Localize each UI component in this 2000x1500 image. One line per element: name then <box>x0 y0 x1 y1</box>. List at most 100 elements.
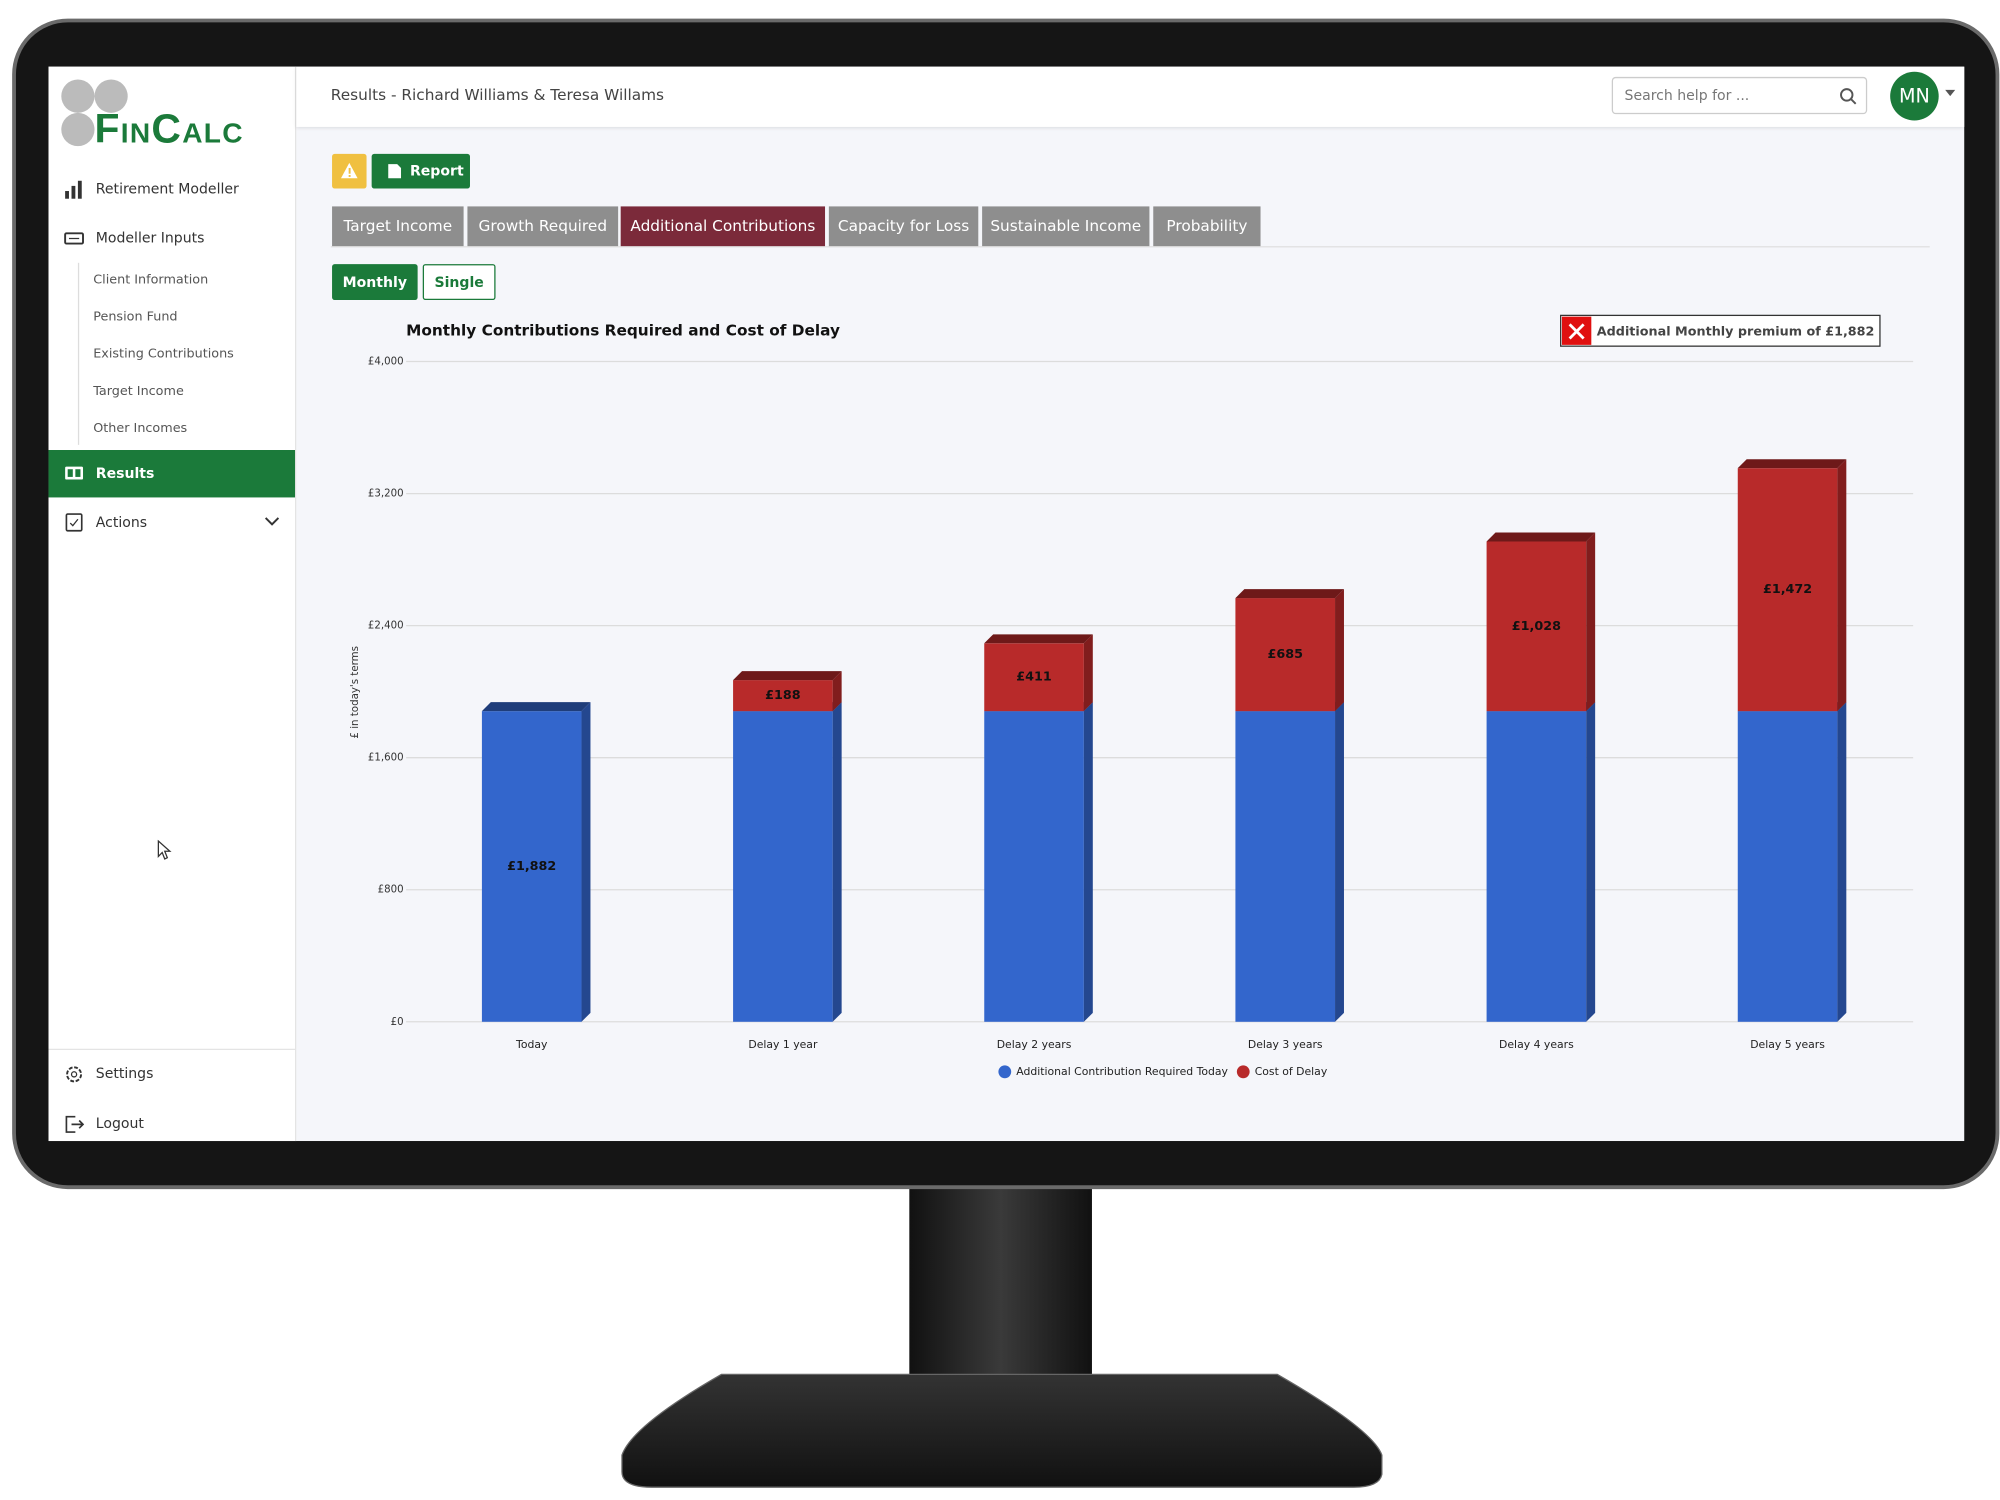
bar-segment <box>733 702 842 1022</box>
report-button[interactable] <box>371 153 470 189</box>
bar-side <box>1586 532 1596 712</box>
keyboard-icon <box>64 232 84 245</box>
badge-text: Additional Monthly premium of £1,882 <box>1597 325 1875 340</box>
chevron[interactable] <box>264 517 280 527</box>
bar-segment <box>1737 702 1847 1022</box>
x-tick-label: Delay 5 years <box>1750 1038 1825 1051</box>
bar-front <box>984 711 1084 1022</box>
submenu-item[interactable]: Pension Fund <box>93 310 178 325</box>
bar-side <box>1083 634 1093 712</box>
logout-icon <box>65 1115 85 1133</box>
x-tick-label: Delay 2 years <box>997 1038 1072 1051</box>
avatar[interactable]: MN <box>1890 71 1939 121</box>
tab[interactable]: Sustainable Income <box>982 206 1150 247</box>
bar-side <box>1586 702 1596 1022</box>
bar-top <box>1235 589 1344 599</box>
x-tick-label: Delay 3 years <box>1248 1038 1323 1051</box>
value-label: £411 <box>1016 670 1052 685</box>
value-label: £1,472 <box>1763 582 1812 597</box>
warning-icon <box>340 162 358 179</box>
bar-segment <box>984 702 1093 1022</box>
y-tick-label: £2,400 <box>368 621 404 632</box>
menu-item[interactable]: Actions <box>95 514 148 531</box>
bar-segment <box>481 702 591 1022</box>
tab-rule <box>330 246 1930 248</box>
bar-side <box>1083 702 1093 1022</box>
submenu-item[interactable]: Other Incomes <box>93 421 188 436</box>
bar-front <box>1486 541 1587 712</box>
report-label: Report <box>409 162 464 180</box>
bar-side <box>1335 702 1344 1022</box>
bar-segment <box>1486 532 1596 712</box>
x-tick-label: Today <box>515 1038 548 1051</box>
bar-segment <box>733 671 842 712</box>
bar-top <box>481 702 591 712</box>
bar-side <box>832 702 842 1022</box>
submenu-item[interactable]: Target Income <box>93 384 184 399</box>
bar-side <box>581 702 591 1022</box>
report-icon <box>388 164 402 179</box>
bar-segment <box>1486 702 1596 1022</box>
bar-top <box>1486 532 1596 542</box>
bar-segment <box>1235 589 1344 712</box>
tab[interactable]: Capacity for Loss <box>828 206 979 247</box>
page-title: Results - Richard Williams & Teresa Will… <box>330 85 665 104</box>
value-label: £1,028 <box>1512 619 1561 634</box>
search-box[interactable] <box>1611 76 1868 115</box>
bar-front <box>733 680 833 712</box>
bar-side <box>832 671 842 712</box>
bar-top <box>733 671 842 681</box>
tab[interactable]: Growth Required <box>467 206 619 247</box>
submenu-item[interactable]: Client Information <box>93 273 209 288</box>
search-icon[interactable] <box>1839 87 1857 105</box>
avatar-caret[interactable] <box>1945 89 1956 97</box>
bar-front <box>1737 711 1838 1022</box>
badge <box>1560 314 1881 347</box>
y-tick-label: £0 <box>391 1017 404 1028</box>
y-tick-label: £1,600 <box>368 753 404 764</box>
menu-item[interactable]: Logout <box>95 1115 144 1133</box>
bar-segment <box>1737 459 1847 712</box>
tab[interactable]: Target Income <box>332 206 464 247</box>
menu-item[interactable]: Settings <box>95 1065 154 1083</box>
tab[interactable]: Additional Contributions <box>620 206 826 247</box>
submenu-item[interactable]: Existing Contributions <box>93 347 234 362</box>
cursor <box>157 839 172 860</box>
y-tick-label: £3,200 <box>368 489 404 500</box>
y-tick-label: £4,000 <box>368 357 404 368</box>
y-axis-label: £ in today's terms <box>350 646 361 739</box>
value-label: £188 <box>765 688 801 703</box>
legend-swatch <box>998 1065 1012 1079</box>
bar-side <box>1335 589 1344 712</box>
chart-icon <box>65 180 82 199</box>
tab[interactable]: Probability <box>1153 206 1261 247</box>
legend-label: Cost of Delay <box>1255 1065 1328 1078</box>
logo: FinCalc <box>94 105 244 152</box>
bar-front <box>1737 468 1838 712</box>
bar-top <box>984 634 1093 644</box>
menu-item[interactable]: Modeller Inputs <box>95 229 205 247</box>
menu-item[interactable]: Results <box>95 465 155 483</box>
chart-title: Monthly Contributions Required and Cost … <box>406 321 840 339</box>
search-placeholder: Search help for ... <box>1624 87 1750 104</box>
bar-front <box>1235 598 1336 712</box>
mode-button[interactable]: Monthly <box>332 264 418 300</box>
bar-front <box>733 711 833 1022</box>
bar-top <box>1737 459 1847 469</box>
value-label: £1,882 <box>507 859 556 874</box>
bar-side <box>1837 702 1847 1022</box>
submenu-rule <box>77 262 80 445</box>
monitor-base <box>621 1373 1383 1488</box>
active-menu <box>48 449 296 498</box>
bar-segment <box>1235 702 1344 1022</box>
results-icon <box>65 466 84 480</box>
mode-button[interactable]: Single <box>422 264 496 300</box>
bar-front <box>984 643 1084 712</box>
menu-item[interactable]: Retirement Modeller <box>95 180 239 198</box>
legend-label: Additional Contribution Required Today <box>1016 1065 1228 1078</box>
bar-front <box>1235 711 1336 1022</box>
legend-swatch <box>1236 1065 1250 1079</box>
